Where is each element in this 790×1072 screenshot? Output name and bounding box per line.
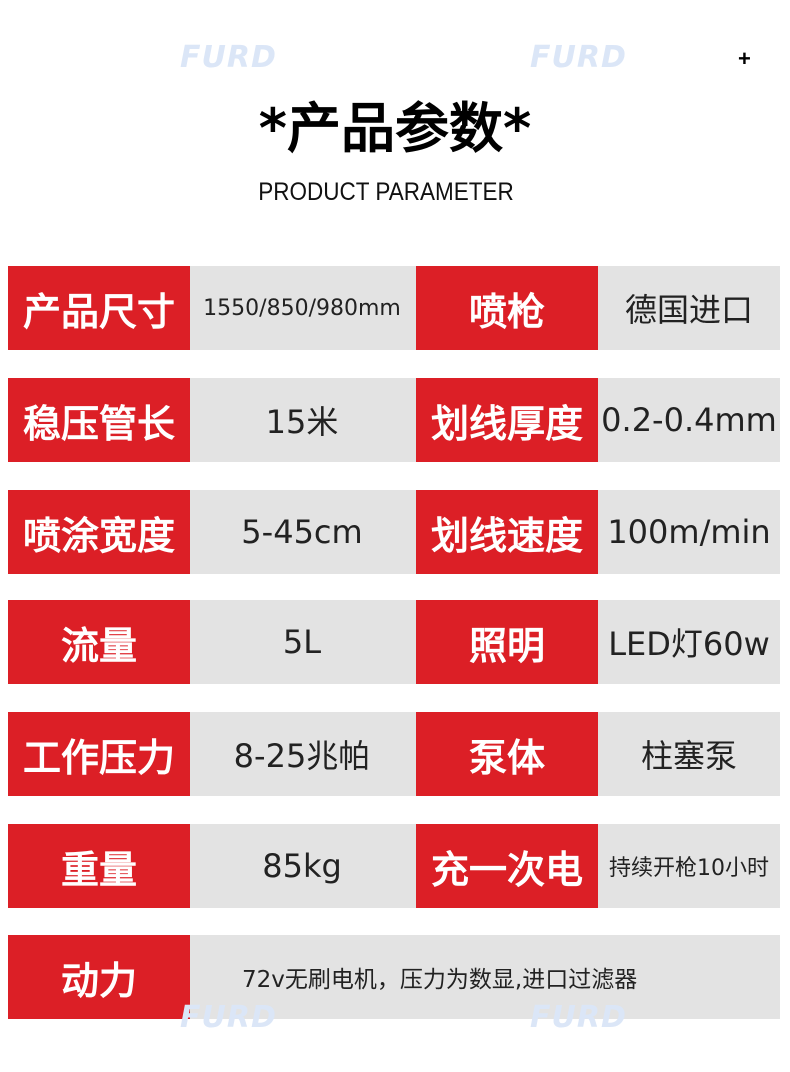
spec-label: 工作压力: [8, 712, 190, 796]
spec-value: 0.2-0.4mm: [601, 401, 777, 439]
spec-row: 产品尺寸 1550/850/980mm 喷枪 德国进口: [8, 266, 780, 350]
plus-icon: +: [738, 46, 751, 71]
spec-label: 产品尺寸: [8, 266, 190, 350]
spec-row-power: 动力 72v无刷电机，压力为数显,进口过滤器: [8, 935, 780, 1019]
spec-value: LED灯60w: [608, 625, 770, 663]
spec-row: 重量 85kg 充一次电 持续开枪10小时: [8, 824, 780, 908]
spec-label: 照明: [416, 600, 598, 684]
spec-label: 喷涂宽度: [8, 490, 190, 574]
spec-value: 5-45cm: [241, 513, 363, 551]
spec-row: 工作压力 8-25兆帕 泵体 柱塞泵: [8, 712, 780, 796]
spec-row: 稳压管长 15米 划线厚度 0.2-0.4mm: [8, 378, 780, 462]
spec-value: 72v无刷电机，压力为数显,进口过滤器: [242, 967, 638, 993]
spec-label: 稳压管长: [8, 378, 190, 462]
watermark-logo: FURD: [180, 1000, 277, 1035]
spec-label: 充一次电: [416, 824, 598, 908]
watermark-logo: FURD: [530, 40, 627, 75]
spec-value: 1550/850/980mm: [203, 295, 401, 321]
spec-value: 5L: [282, 623, 322, 661]
spec-value: 德国进口: [624, 291, 753, 329]
watermark-logo: FURD: [530, 1000, 627, 1035]
spec-value: 8-25兆帕: [233, 737, 371, 775]
spec-value: 柱塞泵: [640, 737, 737, 775]
spec-row: 喷涂宽度 5-45cm 划线速度 100m/min: [8, 490, 780, 574]
spec-label: 动力: [8, 935, 190, 1019]
spec-label: 泵体: [416, 712, 598, 796]
spec-label: 划线速度: [416, 490, 598, 574]
spec-label: 重量: [8, 824, 190, 908]
spec-value: 85kg: [262, 847, 342, 885]
page-title: *产品参数*: [258, 97, 532, 160]
spec-value: 15米: [265, 403, 339, 441]
spec-value: 100m/min: [607, 513, 771, 551]
spec-value: 持续开枪10小时: [609, 856, 769, 881]
spec-row: 流量 5L 照明 LED灯60w: [8, 600, 780, 684]
spec-label: 喷枪: [416, 266, 598, 350]
spec-label: 流量: [8, 600, 190, 684]
page-subtitle: PRODUCT PARAMETER: [258, 178, 514, 206]
spec-label: 划线厚度: [416, 378, 598, 462]
watermark-logo: FURD: [180, 40, 277, 75]
